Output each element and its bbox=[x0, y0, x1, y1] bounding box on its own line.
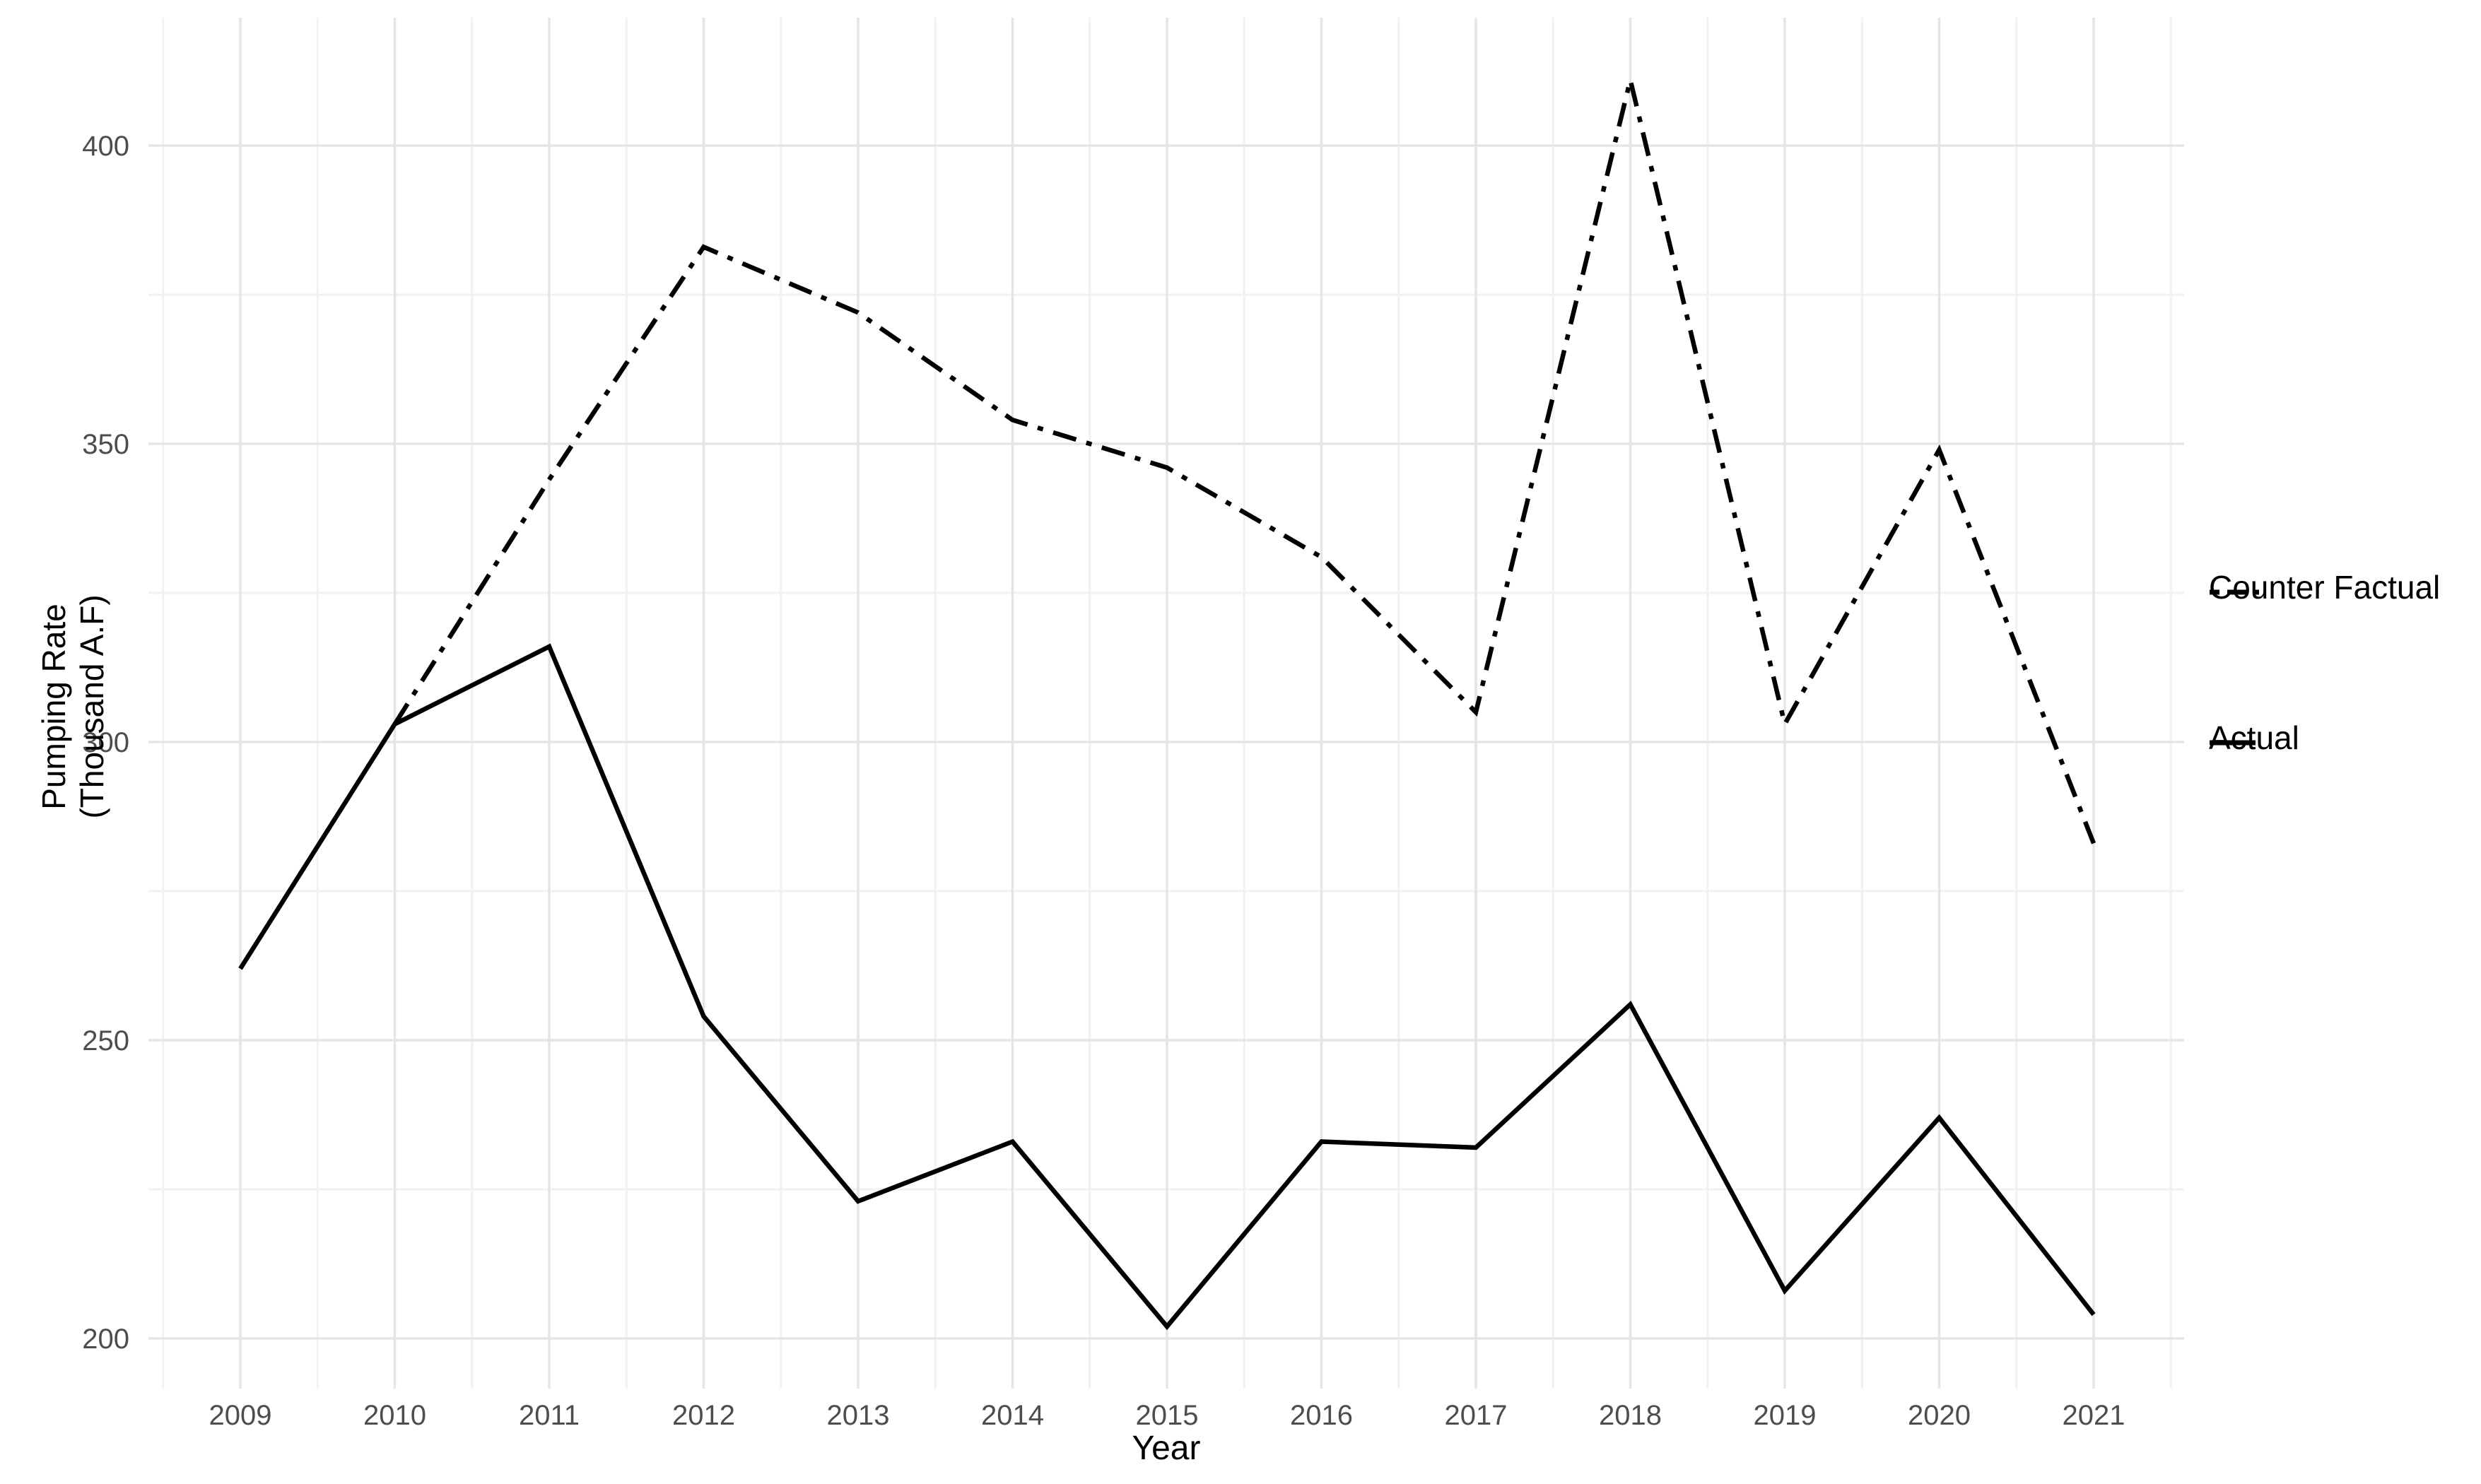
legend-label-counter-factual: Counter Factual bbox=[2209, 569, 2441, 606]
x-tick-label: 2016 bbox=[1290, 1400, 1353, 1431]
x-tick-label: 2015 bbox=[1136, 1400, 1199, 1431]
y-tick-label: 300 bbox=[82, 727, 129, 758]
legend-item-actual: Actual bbox=[2209, 719, 2299, 756]
y-tick-label: 250 bbox=[82, 1025, 129, 1056]
x-tick-label: 2018 bbox=[1599, 1400, 1662, 1431]
x-tick-label: 2017 bbox=[1445, 1400, 1508, 1431]
actual-line-key-icon bbox=[2210, 740, 2256, 746]
x-axis-tick-labels: 2009 2010 2011 2012 2013 2014 2015 2016 2017 2018… bbox=[209, 1400, 2125, 1431]
series-line-actual bbox=[238, 643, 2096, 1331]
counter-factual-line-key-icon bbox=[2210, 589, 2259, 595]
x-tick-label: 2012 bbox=[672, 1400, 735, 1431]
y-axis-title-line1: Pumping Rate bbox=[35, 603, 72, 810]
y-axis-tick-labels: 200 250 300 350 400 bbox=[82, 131, 129, 1355]
x-tick-label: 2011 bbox=[519, 1400, 580, 1431]
y-tick-label: 350 bbox=[82, 429, 129, 460]
x-tick-label: 2019 bbox=[1754, 1400, 1817, 1431]
x-tick-label: 2021 bbox=[2063, 1400, 2125, 1431]
y-tick-label: 400 bbox=[82, 131, 129, 162]
series-line-counter-factual bbox=[392, 79, 2096, 844]
x-tick-label: 2020 bbox=[1908, 1400, 1971, 1431]
x-tick-label: 2009 bbox=[209, 1400, 272, 1431]
data-series bbox=[238, 79, 2096, 1331]
x-tick-label: 2013 bbox=[827, 1400, 890, 1431]
x-tick-label: 2014 bbox=[981, 1400, 1044, 1431]
legend-label-actual: Actual bbox=[2209, 719, 2299, 756]
minor-gridlines bbox=[148, 18, 2184, 1389]
y-axis-title-line2: (Thousand A.F) bbox=[74, 594, 110, 818]
x-axis-title: Year bbox=[1132, 1430, 1201, 1467]
x-tick-label: 2010 bbox=[363, 1400, 426, 1431]
legend-item-counter-factual: Counter Factual bbox=[2209, 569, 2440, 606]
y-tick-label: 200 bbox=[82, 1324, 129, 1355]
